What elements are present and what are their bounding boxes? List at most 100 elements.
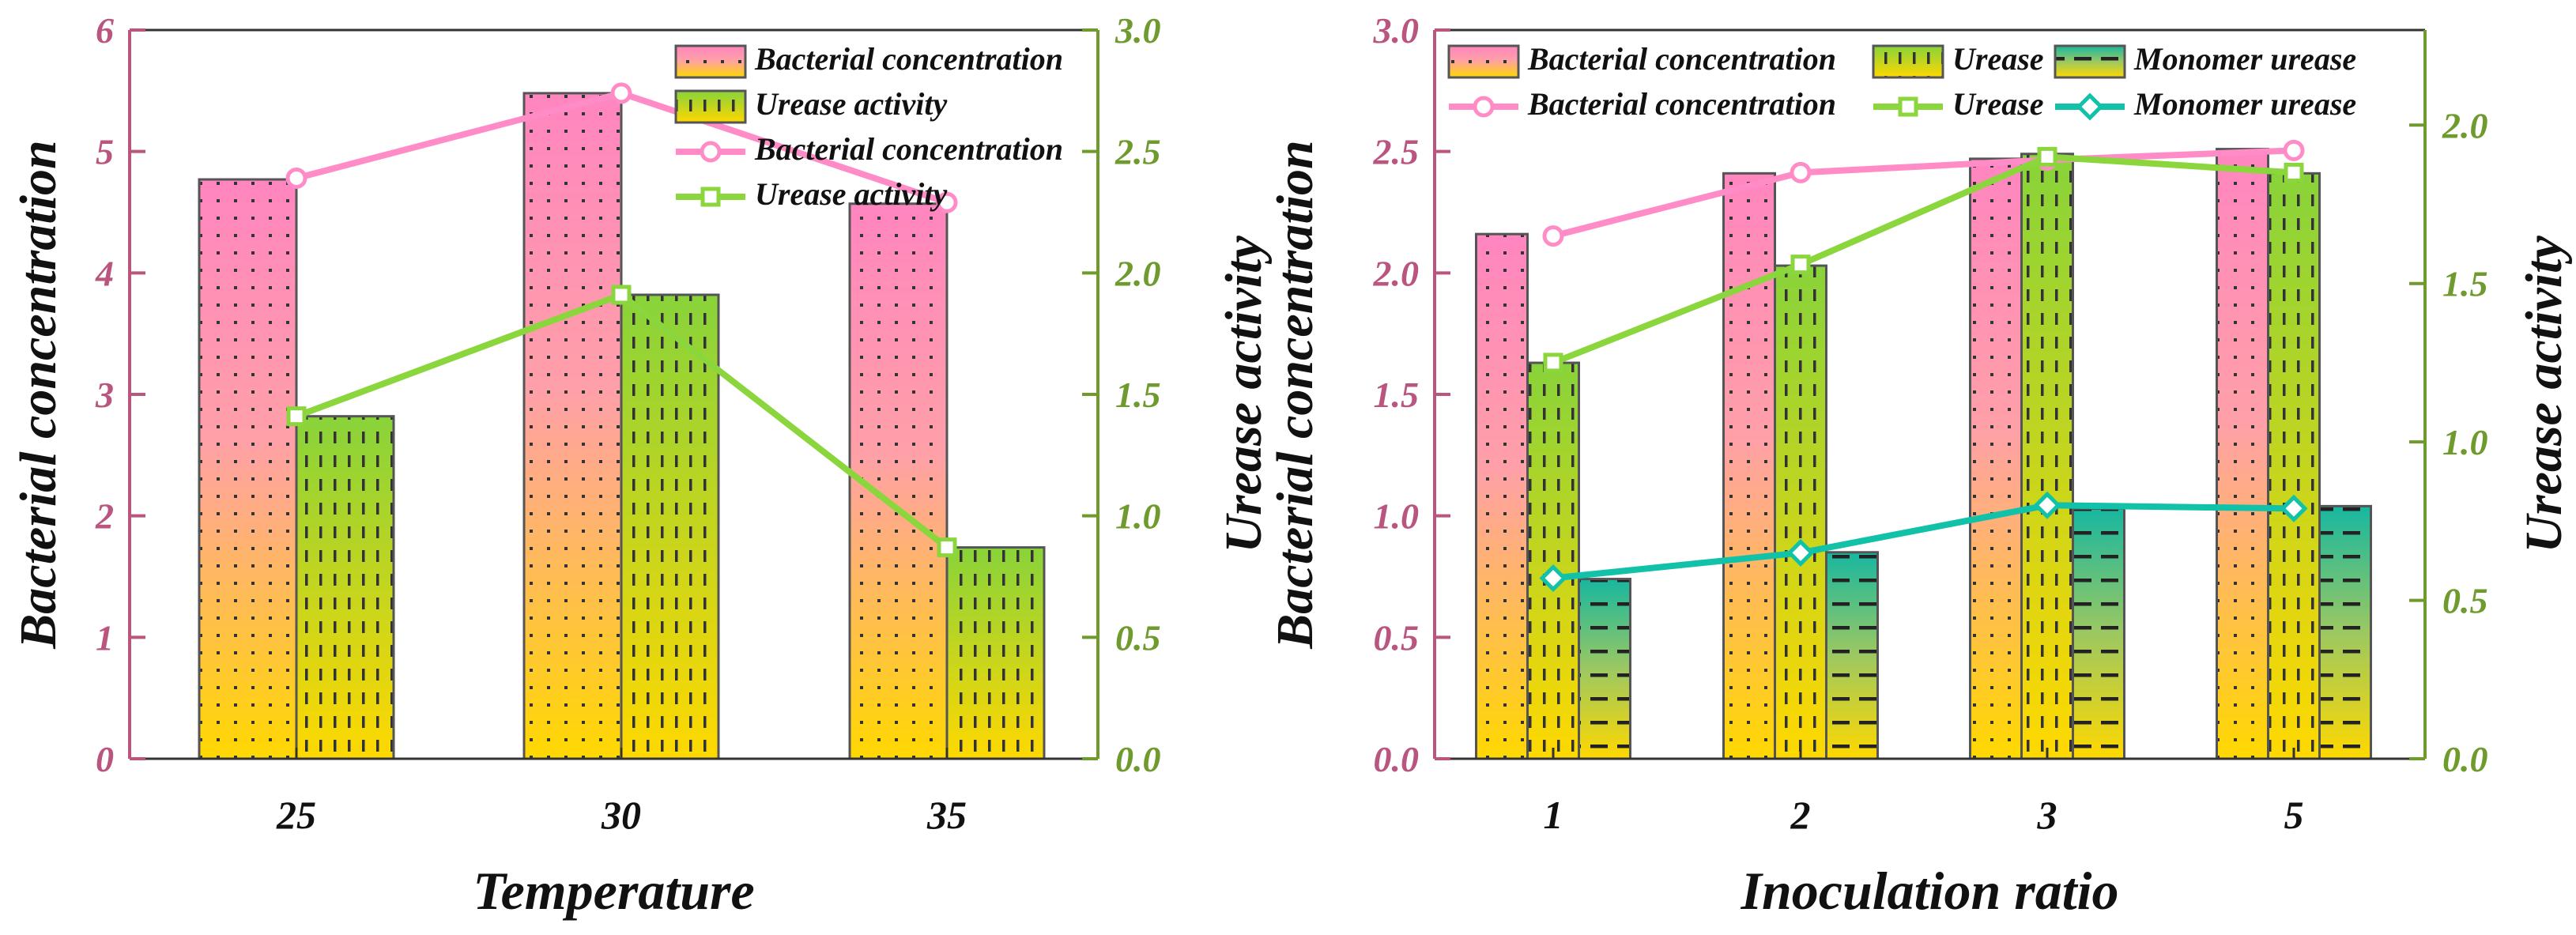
bar-hatch — [1825, 551, 1879, 760]
y2-axis-title: Urease activity — [1215, 236, 1273, 553]
right-tick-label: 2.0 — [2442, 105, 2488, 145]
right-tick-label: 1.0 — [1115, 496, 1161, 537]
legend-bar-swatch-hatch — [674, 89, 747, 124]
bar-urease-activity-25 — [295, 415, 395, 760]
left-tick-label: 2 — [95, 496, 114, 537]
right-tick-label: 0.5 — [2442, 581, 2488, 621]
bar-hatch — [295, 415, 395, 760]
point-square-30 — [611, 285, 632, 305]
y-axis-title: Bacterial concentration — [1266, 140, 1324, 650]
right-tick-label: 2.0 — [1115, 253, 1161, 293]
bar-hatch — [620, 293, 720, 760]
bar-hatch — [2020, 153, 2074, 760]
point-circle-1 — [1542, 225, 1564, 247]
left-tick-label: 4 — [95, 253, 114, 293]
left-tick-label: 6 — [96, 10, 114, 51]
line-series-bacterial-concentration — [1542, 139, 2305, 247]
bar-bacterial-concentration-30 — [522, 92, 623, 760]
x-axis-title: Temperature — [473, 861, 754, 921]
bar-hatch — [522, 92, 623, 760]
chart-panel-2: 0.0 0.5 1.0 1.5 2.0 2.5 3.0 0.0 0.5 1.0 1.5 2.0 1 2 3 5… — [1266, 10, 2573, 921]
right-tick-label: 1.0 — [2442, 422, 2488, 462]
point-square-35 — [937, 537, 957, 558]
right-tick-label: 3.0 — [1115, 10, 1161, 51]
right-tick-label: 0.0 — [1115, 739, 1161, 779]
legend-label: Bacterial concentration — [1527, 41, 1836, 77]
bar-hatch — [1969, 157, 2023, 760]
right-tick-label: 1.5 — [2442, 264, 2488, 304]
left-tick-label: 0.0 — [1374, 739, 1420, 779]
point-square-2 — [1790, 254, 1811, 275]
series-line — [1552, 147, 2295, 239]
bar-hatch — [945, 546, 1046, 760]
bar-urease-2 — [1774, 264, 1827, 760]
bar-hatch — [2072, 507, 2125, 760]
legend-marker — [700, 187, 721, 207]
x-axis-title: Inoculation ratio — [1740, 861, 2118, 921]
point-circle-35 — [936, 191, 958, 213]
legend-marker — [2076, 92, 2104, 121]
legend-bar-swatch-hatch — [1872, 44, 1944, 79]
bar-bacterial-concentration-25 — [198, 178, 298, 760]
bar-hatch — [2216, 148, 2269, 760]
bar-hatch — [2318, 504, 2372, 760]
point-diamond-5 — [2280, 494, 2308, 522]
left-tick-label: 5 — [96, 132, 114, 172]
line-series-bacterial-concentration — [285, 82, 958, 213]
x-tick-label: 3 — [2037, 793, 2057, 837]
legend-bar-swatch-hatch — [674, 44, 747, 79]
x-tick-label: 25 — [276, 793, 316, 837]
legend-label: Monomer urease — [2133, 86, 2356, 122]
legend-label: Urease — [1952, 41, 2044, 77]
bar-urease-1 — [1526, 361, 1580, 760]
point-circle-2 — [1790, 161, 1812, 183]
bar-bacterial-concentration-3 — [1969, 157, 2023, 760]
point-square-3 — [2037, 146, 2057, 167]
bar-monomer-urease-3 — [2072, 507, 2125, 760]
series-line — [1552, 502, 2295, 582]
legend-label: Bacterial concentration — [754, 41, 1063, 77]
point-diamond-1 — [1539, 564, 1567, 593]
line-series-urease — [1543, 146, 2304, 373]
point-circle-25 — [285, 167, 307, 189]
legend-label: Urease activity — [755, 86, 947, 122]
right-tick-label: 2.5 — [1115, 132, 1161, 172]
point-diamond-2 — [1786, 538, 1815, 567]
legend-bar-swatch-hatch — [2054, 44, 2126, 79]
left-tick-label: 3 — [95, 375, 114, 415]
legend-marker — [1473, 96, 1495, 118]
bar-urease-activity-30 — [620, 293, 720, 760]
bar-hatch — [1578, 578, 1631, 760]
bar-hatch — [2267, 172, 2321, 760]
left-tick-label: 0 — [96, 739, 114, 779]
right-tick-label: 0.0 — [2442, 739, 2488, 779]
line-series-urease-activity — [286, 285, 957, 558]
legend-label: Urease — [1952, 86, 2044, 122]
point-circle-30 — [610, 82, 632, 104]
bar-hatch — [1475, 232, 1529, 760]
legend: Bacterial concentration Urease activity Ba… — [674, 41, 1063, 212]
right-tick-label: 1.5 — [1115, 375, 1161, 415]
bar-hatch — [198, 178, 298, 760]
point-square-1 — [1543, 353, 1563, 373]
legend-marker — [1898, 96, 1918, 117]
legend: Bacterial concentration Urease Monomer ure… — [1447, 41, 2356, 122]
line-series-monomer-urease — [1539, 491, 2308, 593]
legend-label: Bacterial concentration — [754, 131, 1063, 167]
bar-monomer-urease-5 — [2318, 504, 2372, 760]
bar-urease-3 — [2020, 153, 2074, 760]
left-tick-label: 2.0 — [1373, 253, 1420, 293]
bar-hatch — [1722, 172, 1776, 760]
legend-marker — [700, 141, 722, 163]
left-tick-label: 2.5 — [1373, 132, 1420, 172]
bar-hatch — [1526, 361, 1580, 760]
point-circle-5 — [2283, 139, 2305, 161]
y2-axis-title: Urease activity — [2515, 236, 2573, 553]
legend-bar-swatch-hatch — [1447, 44, 1520, 79]
bar-monomer-urease-2 — [1825, 551, 1879, 760]
legend-label: Urease activity — [755, 176, 947, 212]
left-tick-label: 1.5 — [1374, 375, 1420, 415]
x-tick-label: 5 — [2284, 793, 2304, 837]
left-tick-label: 3.0 — [1373, 10, 1420, 51]
y-axis-title: Bacterial concentration — [9, 140, 67, 650]
